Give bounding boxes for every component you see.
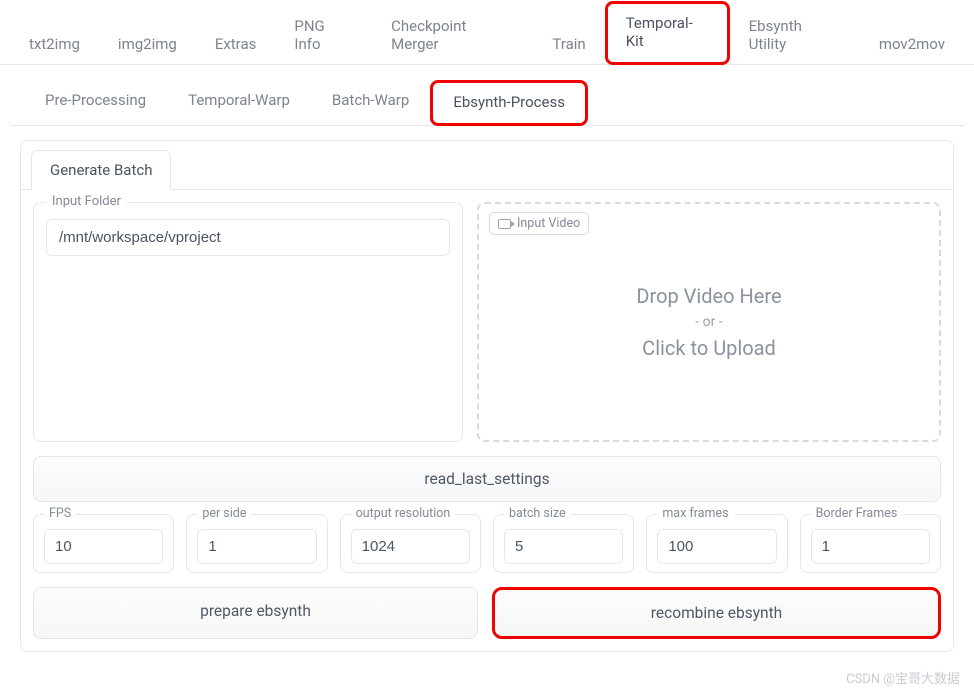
param-output-resolution: output resolution [340, 514, 481, 573]
param-per-side-input[interactable] [197, 529, 316, 564]
tab-ebsynth-utility[interactable]: Ebsynth Utility [730, 6, 860, 65]
input-folder-field[interactable] [46, 219, 450, 256]
tab-mov2mov[interactable]: mov2mov [860, 24, 964, 65]
watermark: CSDN @宝哥大数据 [0, 662, 974, 691]
tab-img2img[interactable]: img2img [99, 24, 196, 65]
dropzone-text-3: Click to Upload [642, 336, 776, 360]
tab-generate-batch[interactable]: Generate Batch [31, 150, 171, 190]
param-output-resolution-input[interactable] [351, 529, 470, 564]
param-batch-size: batch size [493, 514, 634, 573]
panel-content: Input Folder Input Video Drop Video Here… [21, 190, 953, 651]
input-video-badge-text: Input Video [517, 216, 580, 231]
param-border-frames: Border Frames [800, 514, 941, 573]
sub-tabs: Pre-Processing Temporal-Warp Batch-Warp … [10, 65, 964, 126]
param-fps-input[interactable] [44, 529, 163, 564]
read-last-settings-button[interactable]: read_last_settings [33, 456, 941, 502]
tab-temporal-kit[interactable]: Temporal-Kit [605, 1, 730, 65]
subtab-batch-warp[interactable]: Batch-Warp [311, 80, 430, 126]
action-row: prepare ebsynth recombine ebsynth [33, 587, 941, 639]
param-max-frames: max frames [646, 514, 787, 573]
param-batch-size-label: batch size [504, 506, 571, 521]
param-border-frames-input[interactable] [811, 529, 930, 564]
input-folder-fieldset: Input Folder [33, 202, 463, 442]
param-max-frames-label: max frames [657, 506, 733, 521]
param-fps: FPS [33, 514, 174, 573]
input-video-dropzone[interactable]: Input Video Drop Video Here - or - Click… [477, 202, 941, 442]
param-fps-label: FPS [44, 506, 76, 521]
dropzone-text-2: - or - [695, 314, 722, 330]
top-tabs: txt2img img2img Extras PNG Info Checkpoi… [0, 0, 974, 65]
tab-checkpoint-merger[interactable]: Checkpoint Merger [372, 6, 533, 65]
params-row: FPS per side output resolution batch siz… [33, 514, 941, 573]
param-max-frames-input[interactable] [657, 529, 776, 564]
tab-txt2img[interactable]: txt2img [10, 24, 99, 65]
input-video-badge: Input Video [489, 212, 589, 235]
tab-png-info[interactable]: PNG Info [275, 6, 372, 65]
inner-tab-row: Generate Batch [21, 141, 953, 190]
subtab-pre-processing[interactable]: Pre-Processing [24, 80, 167, 126]
generate-batch-panel: Generate Batch Input Folder Input Video … [20, 140, 954, 652]
param-per-side: per side [186, 514, 327, 573]
input-folder-label: Input Folder [46, 194, 127, 209]
subtab-temporal-warp[interactable]: Temporal-Warp [167, 80, 311, 126]
video-icon [498, 219, 511, 229]
recombine-ebsynth-button[interactable]: recombine ebsynth [492, 587, 941, 639]
prepare-ebsynth-button[interactable]: prepare ebsynth [33, 587, 478, 639]
dropzone-text-1: Drop Video Here [636, 284, 781, 308]
param-output-resolution-label: output resolution [351, 506, 456, 521]
param-batch-size-input[interactable] [504, 529, 623, 564]
param-border-frames-label: Border Frames [811, 506, 903, 521]
subtab-ebsynth-process[interactable]: Ebsynth-Process [430, 80, 588, 126]
tab-train[interactable]: Train [533, 24, 604, 65]
param-per-side-label: per side [197, 506, 251, 521]
tab-extras[interactable]: Extras [196, 24, 276, 65]
